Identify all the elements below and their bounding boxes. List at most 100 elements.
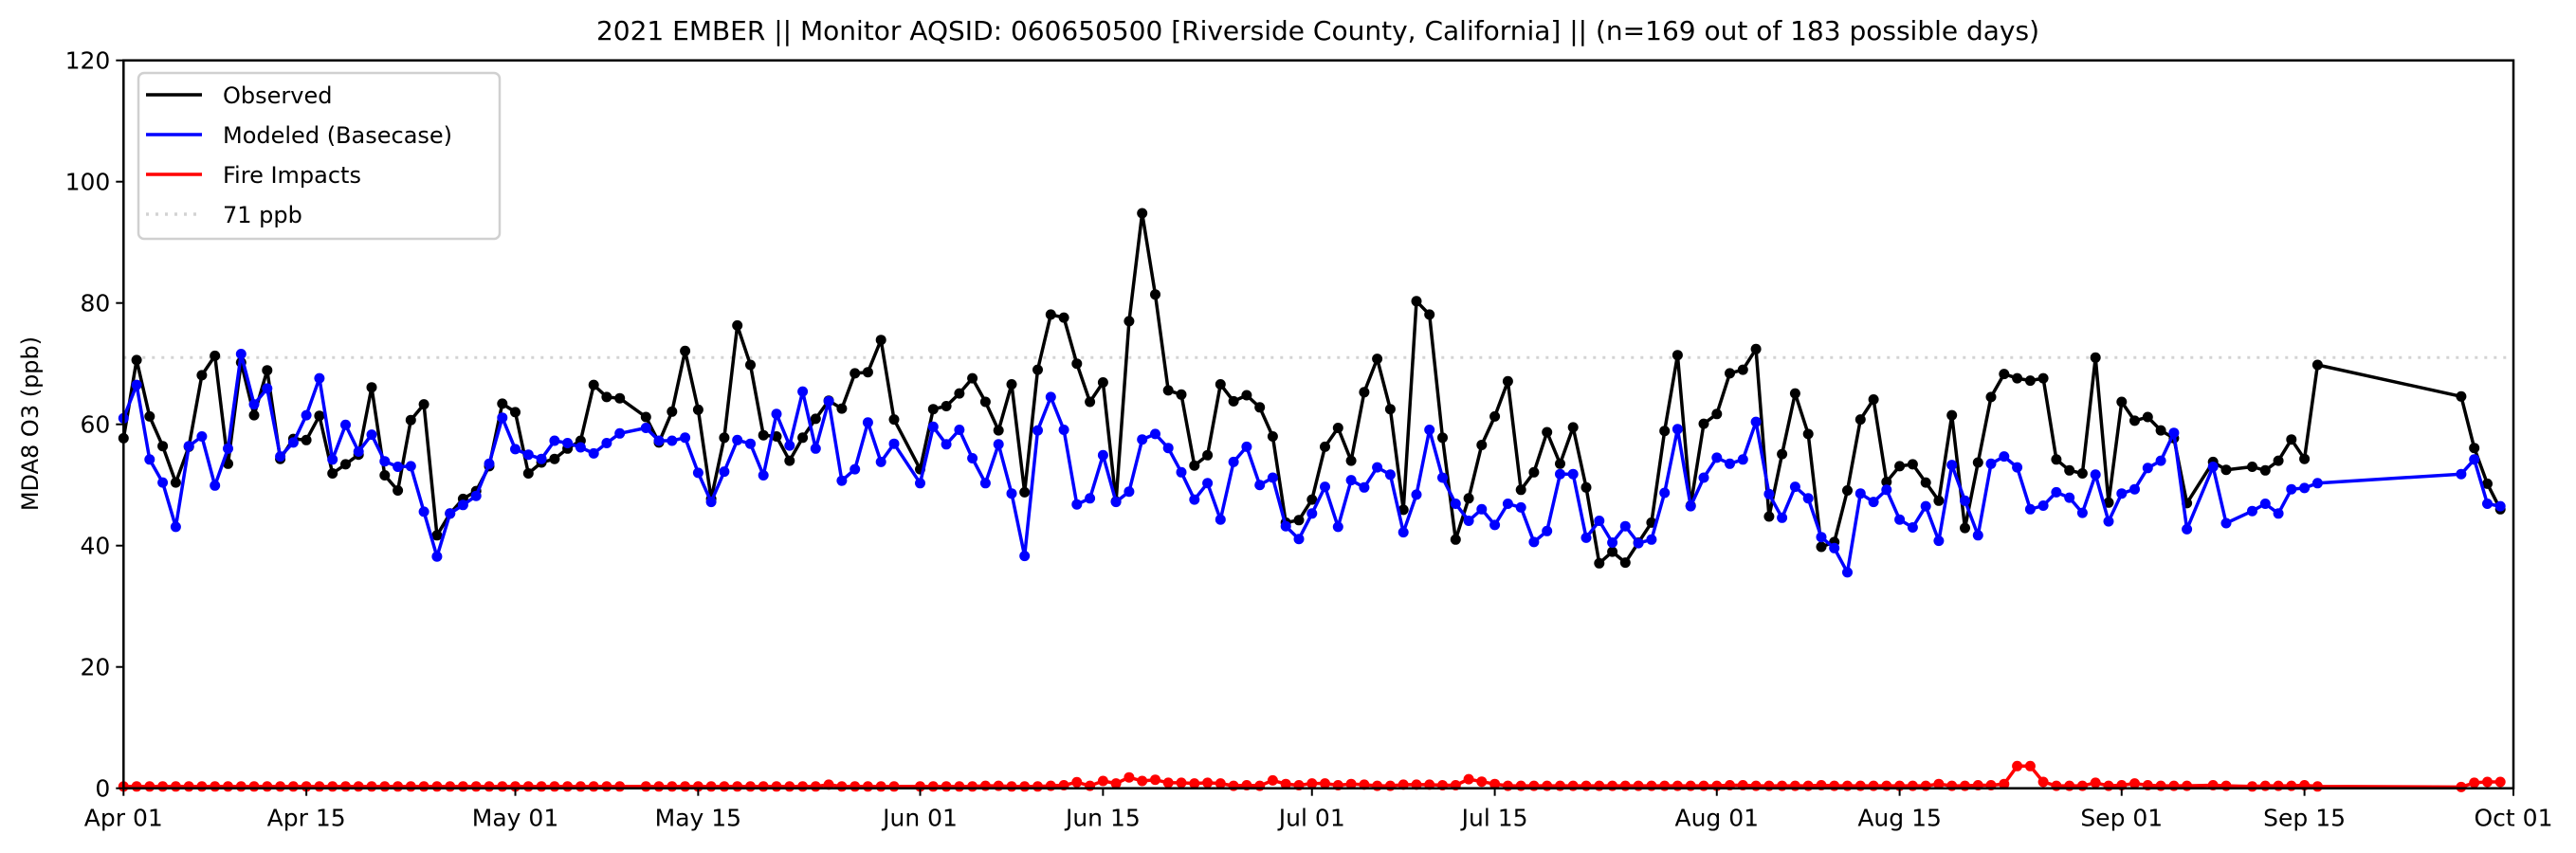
modeled-basecase-point bbox=[1398, 527, 1409, 538]
modeled-basecase-point bbox=[927, 421, 939, 432]
modeled-basecase-point bbox=[2090, 469, 2101, 481]
fire-impacts-point bbox=[653, 781, 665, 792]
fire-impacts-point bbox=[614, 781, 626, 792]
observed-point bbox=[692, 404, 703, 415]
modeled-basecase-point bbox=[1685, 500, 1696, 512]
y-tick-label: 60 bbox=[80, 411, 110, 439]
modeled-basecase-point bbox=[588, 447, 599, 459]
observed-point bbox=[223, 458, 233, 469]
modeled-basecase-point bbox=[2116, 488, 2128, 499]
fire-impacts-point bbox=[862, 781, 873, 792]
x-tick-label: Sep 15 bbox=[2263, 805, 2346, 832]
modeled-basecase-point bbox=[2207, 462, 2219, 472]
x-tick-label: Jun 01 bbox=[881, 805, 958, 832]
fire-impacts-point bbox=[418, 781, 429, 792]
modeled-basecase-point bbox=[1725, 458, 1735, 469]
modeled-basecase-point bbox=[2220, 517, 2232, 529]
y-tick-label: 100 bbox=[65, 169, 111, 196]
fire-impacts-point bbox=[1267, 774, 1278, 786]
fire-impacts-point bbox=[549, 781, 560, 792]
observed-point bbox=[810, 413, 821, 425]
observed-point bbox=[1802, 428, 1814, 440]
observed-point bbox=[1176, 389, 1187, 400]
modeled-basecase-point bbox=[2482, 499, 2493, 509]
observed-point bbox=[1345, 455, 1357, 466]
modeled-basecase-point bbox=[484, 458, 495, 469]
observed-point bbox=[719, 432, 730, 444]
observed-point bbox=[1763, 511, 1775, 522]
modeled-basecase-point bbox=[1972, 530, 1983, 541]
fire-impacts-point bbox=[810, 781, 821, 792]
modeled-basecase-point bbox=[445, 508, 456, 519]
observed-point bbox=[1045, 309, 1056, 320]
observed-point bbox=[1293, 515, 1305, 526]
modeled-basecase-point bbox=[1763, 488, 1775, 499]
modeled-basecase-point bbox=[1411, 489, 1422, 500]
legend: Observed Modeled (Basecase) Fire Impacts 71… bbox=[137, 71, 502, 241]
modeled-basecase-point bbox=[2311, 478, 2323, 489]
observed-point bbox=[1058, 312, 1069, 323]
fire-impacts-point bbox=[1280, 778, 1291, 789]
observed-point bbox=[522, 468, 534, 479]
observed-point bbox=[1528, 466, 1540, 478]
modeled-basecase-point bbox=[1306, 508, 1318, 519]
modeled-basecase-point bbox=[1567, 468, 1579, 480]
legend-label: Observed bbox=[223, 82, 332, 109]
observed-point bbox=[248, 409, 260, 421]
modeled-basecase-point bbox=[1960, 495, 1970, 506]
fire-impacts-point bbox=[705, 781, 717, 792]
observed-point bbox=[196, 370, 208, 381]
modeled-basecase-point bbox=[758, 470, 769, 481]
modeled-basecase-point bbox=[314, 372, 325, 384]
fire-impacts-point bbox=[941, 781, 952, 792]
fire-impacts-point bbox=[157, 781, 169, 792]
modeled-basecase-point bbox=[745, 438, 756, 449]
fire-impacts-point bbox=[275, 781, 286, 792]
fire-impacts-point bbox=[522, 781, 534, 792]
observed-point bbox=[1124, 316, 1135, 327]
fire-impacts-point bbox=[2012, 760, 2023, 771]
modeled-basecase-point bbox=[653, 435, 665, 446]
fire-impacts-point bbox=[131, 781, 142, 792]
observed-point bbox=[797, 432, 809, 444]
modeled-basecase-point bbox=[2286, 483, 2297, 495]
modeled-basecase-point bbox=[2299, 482, 2311, 494]
fire-impacts-point bbox=[771, 781, 782, 792]
observed-point bbox=[405, 414, 416, 426]
observed-point bbox=[431, 530, 443, 541]
y-tick-label: 80 bbox=[80, 290, 110, 318]
modeled-basecase-point bbox=[1045, 391, 1056, 403]
observed-point bbox=[2129, 415, 2140, 426]
modeled-basecase-point bbox=[393, 462, 404, 472]
observed-point bbox=[1150, 289, 1160, 300]
y-tick-label: 0 bbox=[95, 775, 110, 803]
modeled-basecase-point bbox=[1999, 451, 2010, 463]
modeled-basecase-point bbox=[1542, 525, 1553, 536]
modeled-basecase-point bbox=[1515, 501, 1526, 513]
modeled-basecase-point bbox=[301, 409, 312, 421]
observed-point bbox=[1711, 408, 1723, 420]
modeled-basecase-point bbox=[2469, 454, 2480, 465]
modeled-basecase-point bbox=[2051, 486, 2062, 498]
modeled-basecase-point bbox=[1711, 452, 1723, 463]
modeled-basecase-point bbox=[562, 438, 574, 448]
x-tick-label: Jul 01 bbox=[1277, 805, 1345, 832]
modeled-basecase-point bbox=[915, 478, 925, 489]
modeled-basecase-point bbox=[2012, 462, 2023, 473]
fire-impacts-point bbox=[2129, 778, 2140, 789]
fire-impacts-point bbox=[536, 781, 547, 792]
modeled-basecase-point bbox=[2494, 500, 2506, 512]
modeled-basecase-point bbox=[366, 429, 377, 441]
modeled-basecase-point bbox=[979, 478, 991, 489]
observed-point bbox=[1698, 418, 1709, 429]
modeled-basecase-point bbox=[1097, 449, 1108, 461]
fire-impacts-point bbox=[287, 781, 299, 792]
modeled-basecase-point bbox=[705, 497, 717, 508]
observed-point bbox=[1332, 423, 1343, 433]
observed-point bbox=[1359, 387, 1370, 398]
modeled-basecase-point bbox=[1424, 425, 1435, 435]
fire-impacts-point bbox=[1150, 774, 1160, 786]
observed-point bbox=[327, 468, 338, 479]
observed-point bbox=[1777, 448, 1788, 460]
modeled-basecase-point bbox=[1437, 472, 1448, 483]
